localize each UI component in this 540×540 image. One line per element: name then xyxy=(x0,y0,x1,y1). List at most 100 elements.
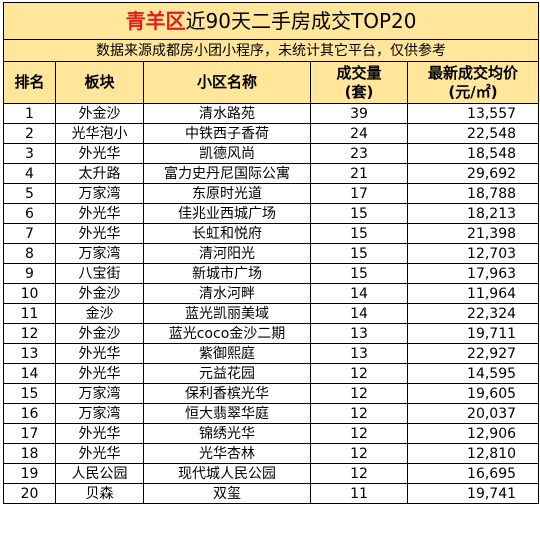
rank-cell: 2 xyxy=(3,123,56,144)
table-subtitle: 数据来源成都房小团小程序，未统计其它平台，仅供参考 xyxy=(2,39,540,62)
volume-cell: 23 xyxy=(310,143,408,164)
block-cell: 万家湾 xyxy=(55,403,144,424)
volume-cell: 12 xyxy=(310,403,408,424)
rank-cell: 10 xyxy=(3,283,56,304)
block-cell: 外金沙 xyxy=(55,323,144,344)
price-cell: 22,927 xyxy=(406,343,540,364)
community-cell: 富力史丹尼国际公寓 xyxy=(143,163,311,184)
volume-cell: 39 xyxy=(310,103,408,124)
price-cell: 18,548 xyxy=(406,143,540,164)
volume-cell: 15 xyxy=(310,223,408,244)
rank-cell: 20 xyxy=(3,483,56,504)
price-cell: 18,788 xyxy=(406,183,540,204)
table-row: 8 万家湾 清河阳光 15 12,703 xyxy=(3,243,540,264)
block-cell: 外光华 xyxy=(55,223,144,244)
price-cell: 13,557 xyxy=(406,103,540,124)
rank-cell: 4 xyxy=(3,163,56,184)
table-row: 11 金沙 蓝光凯丽美域 14 22,324 xyxy=(3,303,540,324)
rank-cell: 18 xyxy=(3,443,56,464)
header-price-unit: (元/㎡) xyxy=(448,82,498,101)
community-cell: 蓝光coco金沙二期 xyxy=(143,323,311,344)
header-price-label: 最新成交均价 xyxy=(428,63,519,82)
block-cell: 外金沙 xyxy=(55,103,144,124)
rank-cell: 13 xyxy=(3,343,56,364)
table-row: 2 光华泡小 中铁西子香荷 24 22,548 xyxy=(3,123,540,144)
table-row: 15 万家湾 保利香槟光华 12 19,605 xyxy=(3,383,540,404)
volume-cell: 24 xyxy=(310,123,408,144)
community-cell: 长虹和悦府 xyxy=(143,223,311,244)
rank-cell: 9 xyxy=(3,263,56,284)
header-community: 小区名称 xyxy=(143,61,311,104)
community-cell: 双玺 xyxy=(143,483,311,504)
volume-cell: 12 xyxy=(310,443,408,464)
block-cell: 万家湾 xyxy=(55,243,144,264)
title-text: 近90天二手房成交TOP20 xyxy=(185,9,417,33)
community-cell: 保利香槟光华 xyxy=(143,383,311,404)
block-cell: 光华泡小 xyxy=(55,123,144,144)
volume-cell: 15 xyxy=(310,203,408,224)
price-cell: 20,037 xyxy=(406,403,540,424)
volume-cell: 12 xyxy=(310,463,408,484)
price-cell: 14,595 xyxy=(406,363,540,384)
price-cell: 12,810 xyxy=(406,443,540,464)
block-cell: 八宝街 xyxy=(55,263,144,284)
table-row: 7 外光华 长虹和悦府 15 21,398 xyxy=(3,223,540,244)
block-cell: 贝森 xyxy=(55,483,144,504)
rank-cell: 16 xyxy=(3,403,56,424)
community-cell: 凯德风尚 xyxy=(143,143,311,164)
header-volume-label: 成交量 xyxy=(336,63,382,82)
table-row: 5 万家湾 东原时光道 17 18,788 xyxy=(3,183,540,204)
community-cell: 清水路苑 xyxy=(143,103,311,124)
community-cell: 蓝光凯丽美域 xyxy=(143,303,311,324)
header-rank: 排名 xyxy=(3,61,56,104)
block-cell: 人民公园 xyxy=(55,463,144,484)
rank-cell: 5 xyxy=(3,183,56,204)
community-cell: 光华杏林 xyxy=(143,443,311,464)
rank-cell: 8 xyxy=(3,243,56,264)
community-cell: 佳兆业西城广场 xyxy=(143,203,311,224)
rank-cell: 11 xyxy=(3,303,56,324)
price-cell: 22,324 xyxy=(406,303,540,324)
table-row: 18 外光华 光华杏林 12 12,810 xyxy=(3,443,540,464)
community-cell: 东原时光道 xyxy=(143,183,311,204)
price-cell: 17,963 xyxy=(406,263,540,284)
table-row: 9 八宝街 新城市广场 15 17,963 xyxy=(3,263,540,284)
header-price: 最新成交均价 (元/㎡) xyxy=(406,61,540,104)
volume-cell: 14 xyxy=(310,283,408,304)
volume-cell: 21 xyxy=(310,163,408,184)
community-cell: 中铁西子香荷 xyxy=(143,123,311,144)
community-cell: 紫御熙庭 xyxy=(143,343,311,364)
rank-cell: 7 xyxy=(3,223,56,244)
block-cell: 外光华 xyxy=(55,203,144,224)
volume-cell: 15 xyxy=(310,243,408,264)
table-body: 1 外金沙 清水路苑 39 13,557 2 光华泡小 中铁西子香荷 24 22,548 3 外光华凯… xyxy=(3,103,540,504)
rank-cell: 12 xyxy=(3,323,56,344)
community-cell: 现代城人民公园 xyxy=(143,463,311,484)
rank-cell: 17 xyxy=(3,423,56,444)
community-cell: 清河阳光 xyxy=(143,243,311,264)
table-title: 青羊区近90天二手房成交TOP20 xyxy=(2,2,540,40)
block-cell: 外光华 xyxy=(55,143,144,164)
price-cell: 19,711 xyxy=(406,323,540,344)
price-cell: 18,213 xyxy=(406,203,540,224)
rank-cell: 15 xyxy=(3,383,56,404)
header-volume: 成交量 (套) xyxy=(310,61,408,104)
price-cell: 12,906 xyxy=(406,423,540,444)
title-district: 青羊区 xyxy=(125,9,186,33)
price-cell: 19,741 xyxy=(406,483,540,504)
community-cell: 恒大翡翠华庭 xyxy=(143,403,311,424)
rank-cell: 14 xyxy=(3,363,56,384)
table-row: 14 外光华 元益花园 12 14,595 xyxy=(3,363,540,384)
block-cell: 万家湾 xyxy=(55,383,144,404)
table-row: 3 外光华 凯德风尚 23 18,548 xyxy=(3,143,540,164)
block-cell: 外光华 xyxy=(55,343,144,364)
block-cell: 太升路 xyxy=(55,163,144,184)
block-cell: 外光华 xyxy=(55,443,144,464)
ranking-table: 青羊区近90天二手房成交TOP20 数据来源成都房小团小程序，未统计其它平台，仅… xyxy=(2,2,540,504)
table-row: 10 外金沙 清水河畔 14 11,964 xyxy=(3,283,540,304)
volume-cell: 11 xyxy=(310,483,408,504)
volume-cell: 13 xyxy=(310,343,408,364)
volume-cell: 13 xyxy=(310,323,408,344)
price-cell: 22,548 xyxy=(406,123,540,144)
